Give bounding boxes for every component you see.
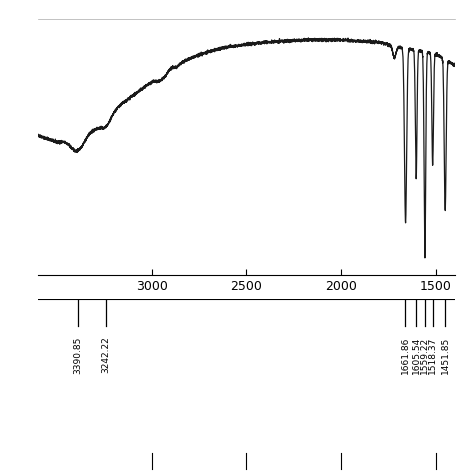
Text: 3390.85: 3390.85	[73, 337, 82, 374]
Text: 1605.54: 1605.54	[411, 337, 420, 374]
Text: 1451.85: 1451.85	[441, 337, 450, 374]
Text: 1518.37: 1518.37	[428, 337, 437, 374]
Text: 3242.22: 3242.22	[101, 337, 110, 374]
Text: 1661.86: 1661.86	[401, 337, 410, 374]
Text: 1559.22: 1559.22	[420, 337, 429, 374]
